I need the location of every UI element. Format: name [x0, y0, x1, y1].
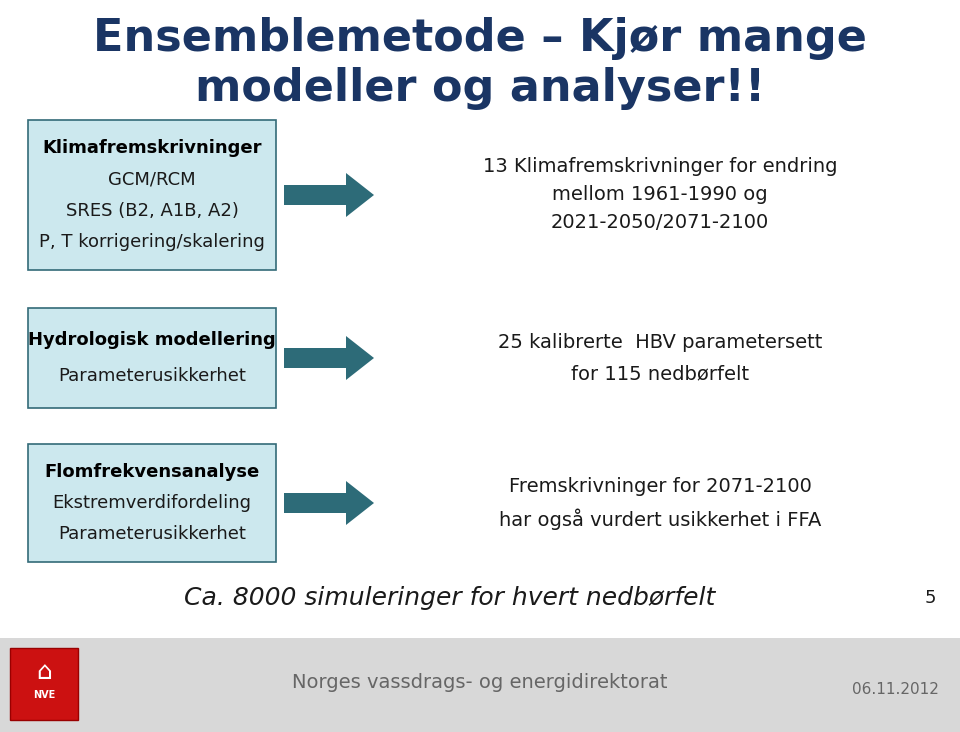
Bar [10, 648, 78, 720]
FancyBboxPatch shape [28, 120, 276, 270]
Bar [284, 348, 346, 368]
Text: ⌂: ⌂ [36, 660, 52, 684]
Bar [0, 638, 960, 732]
Text: 2021-2050/2071-2100: 2021-2050/2071-2100 [551, 214, 769, 233]
Text: modeller og analyser!!: modeller og analyser!! [195, 67, 765, 110]
FancyBboxPatch shape [28, 444, 276, 562]
Text: Parameterusikkerhet: Parameterusikkerhet [58, 525, 246, 543]
Text: 5: 5 [924, 589, 936, 607]
Text: Fremskrivninger for 2071-2100: Fremskrivninger for 2071-2100 [509, 477, 811, 496]
Text: 06.11.2012: 06.11.2012 [852, 682, 939, 698]
Text: har også vurdert usikkerhet i FFA: har også vurdert usikkerhet i FFA [499, 508, 821, 530]
Text: 25 kalibrerte  HBV parametersett: 25 kalibrerte HBV parametersett [498, 332, 822, 351]
Text: Klimafremskrivninger: Klimafremskrivninger [42, 139, 262, 157]
Text: Parameterusikkerhet: Parameterusikkerhet [58, 367, 246, 385]
Text: mellom 1961-1990 og: mellom 1961-1990 og [552, 185, 768, 204]
Text: for 115 nedbørfelt: for 115 nedbørfelt [571, 365, 749, 384]
Text: Ensemblemetode – Kjør mange: Ensemblemetode – Kjør mange [93, 17, 867, 59]
Polygon shape [346, 336, 374, 380]
Text: GCM/RCM: GCM/RCM [108, 171, 196, 188]
Text: Flomfrekvensanalyse: Flomfrekvensanalyse [44, 463, 259, 481]
Text: Ca. 8000 simuleringer for hvert nedbørfelt: Ca. 8000 simuleringer for hvert nedbørfe… [184, 586, 715, 610]
Bar [284, 185, 346, 205]
Bar [284, 493, 346, 513]
Text: NVE: NVE [33, 690, 55, 700]
Polygon shape [346, 481, 374, 525]
Polygon shape [346, 173, 374, 217]
Text: P, T korrigering/skalering: P, T korrigering/skalering [39, 233, 265, 251]
FancyBboxPatch shape [28, 308, 276, 408]
Text: Norges vassdrags- og energidirektorat: Norges vassdrags- og energidirektorat [292, 673, 668, 692]
Text: 13 Klimafremskrivninger for endring: 13 Klimafremskrivninger for endring [483, 157, 837, 176]
Text: Ekstremverdifordeling: Ekstremverdifordeling [53, 494, 252, 512]
Text: Hydrologisk modellering: Hydrologisk modellering [28, 331, 276, 349]
Text: SRES (B2, A1B, A2): SRES (B2, A1B, A2) [65, 201, 238, 220]
